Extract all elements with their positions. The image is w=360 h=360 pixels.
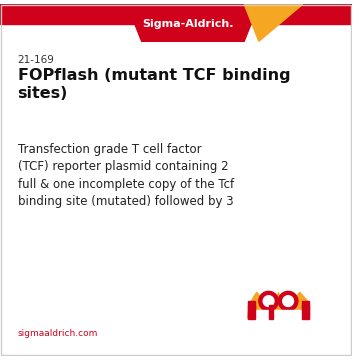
Bar <box>248 305 255 319</box>
Ellipse shape <box>278 291 298 311</box>
Text: 21-169: 21-169 <box>18 55 54 65</box>
Bar <box>302 301 309 319</box>
Text: Transfection grade T cell factor
(TCF) reporter plasmid containing 2
full & one : Transfection grade T cell factor (TCF) r… <box>18 143 234 208</box>
Polygon shape <box>244 4 303 41</box>
Bar <box>269 301 274 319</box>
Ellipse shape <box>259 291 278 311</box>
Text: sigmaaldrich.com: sigmaaldrich.com <box>18 329 98 338</box>
Bar <box>248 310 309 321</box>
PathPatch shape <box>247 291 310 319</box>
Bar <box>248 301 255 319</box>
Bar <box>0 4 352 24</box>
Bar <box>302 305 309 319</box>
Text: Sigma-Aldrich.: Sigma-Aldrich. <box>142 19 233 29</box>
Ellipse shape <box>283 296 293 306</box>
Bar <box>269 305 274 319</box>
Polygon shape <box>127 4 259 41</box>
Text: FOPflash (mutant TCF binding
sites): FOPflash (mutant TCF binding sites) <box>18 68 290 101</box>
Ellipse shape <box>263 296 274 306</box>
